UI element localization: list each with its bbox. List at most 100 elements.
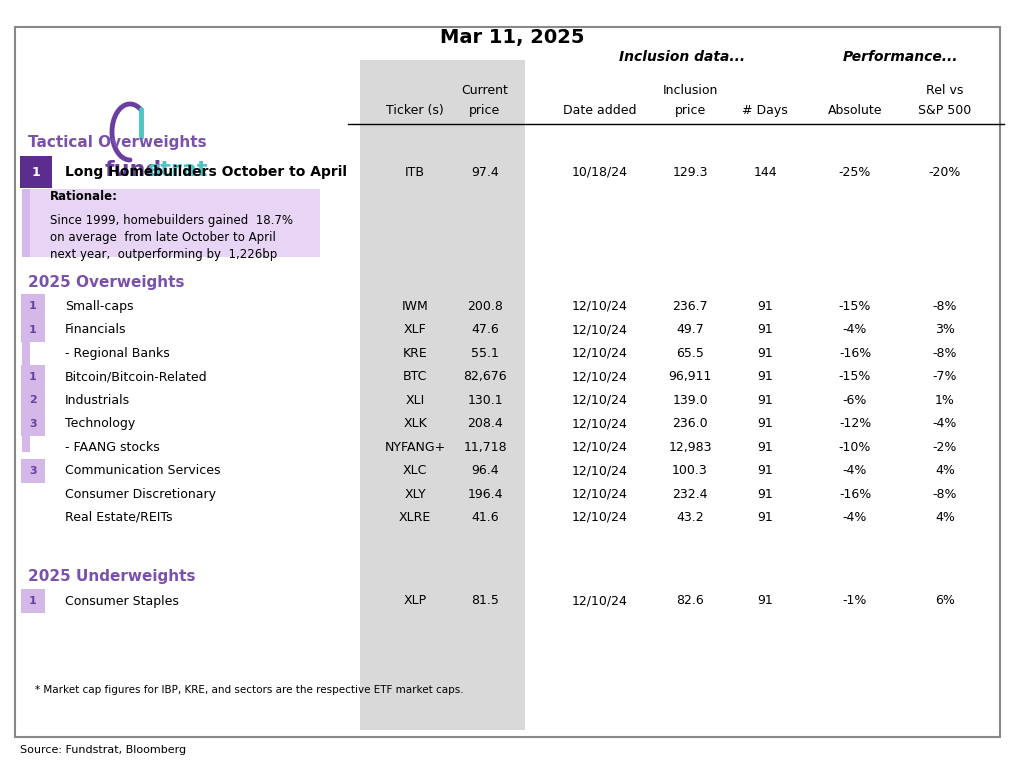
Text: 82.6: 82.6 — [676, 594, 703, 607]
Text: 12/10/24: 12/10/24 — [572, 440, 628, 453]
Text: 12/10/24: 12/10/24 — [572, 488, 628, 501]
Text: Inclusion data...: Inclusion data... — [620, 50, 745, 64]
Text: XLP: XLP — [403, 594, 427, 607]
FancyBboxPatch shape — [22, 189, 30, 257]
Text: Technology: Technology — [65, 417, 135, 430]
Text: 12,983: 12,983 — [669, 440, 712, 453]
Text: 1%: 1% — [935, 393, 955, 406]
Text: 232.4: 232.4 — [672, 488, 708, 501]
Text: 144: 144 — [754, 165, 777, 178]
Text: -4%: -4% — [933, 417, 957, 430]
Text: 1: 1 — [29, 372, 37, 382]
Text: 55.1: 55.1 — [471, 347, 499, 360]
Text: S&P 500: S&P 500 — [919, 104, 972, 117]
FancyBboxPatch shape — [20, 156, 52, 188]
Text: 2025 Overweights: 2025 Overweights — [28, 274, 184, 290]
Text: 2: 2 — [29, 395, 37, 405]
FancyBboxPatch shape — [22, 294, 45, 318]
Text: 130.1: 130.1 — [467, 393, 503, 406]
Text: 196.4: 196.4 — [467, 488, 503, 501]
Text: NYFANG+: NYFANG+ — [384, 440, 445, 453]
Text: 91: 91 — [757, 440, 773, 453]
Text: - FAANG stocks: - FAANG stocks — [65, 440, 160, 453]
Text: 41.6: 41.6 — [471, 511, 499, 524]
Text: on average  from late October to April: on average from late October to April — [50, 230, 275, 244]
FancyBboxPatch shape — [360, 60, 525, 730]
Text: * Market cap figures for IBP, KRE, and sectors are the respective ETF market cap: * Market cap figures for IBP, KRE, and s… — [35, 685, 464, 695]
Text: 236.7: 236.7 — [672, 299, 708, 312]
Text: price: price — [469, 104, 501, 117]
Text: 200.8: 200.8 — [467, 299, 503, 312]
Text: 82,676: 82,676 — [463, 370, 507, 383]
Text: 1: 1 — [32, 165, 40, 178]
Text: 6%: 6% — [935, 594, 955, 607]
Text: Since 1999, homebuilders gained  18.7%: Since 1999, homebuilders gained 18.7% — [50, 213, 293, 226]
Text: 91: 91 — [757, 323, 773, 336]
Text: -1%: -1% — [843, 594, 867, 607]
FancyBboxPatch shape — [15, 27, 1000, 737]
Text: Tactical Overweights: Tactical Overweights — [28, 135, 207, 149]
Text: XLF: XLF — [403, 323, 426, 336]
FancyBboxPatch shape — [22, 364, 45, 389]
Text: 12/10/24: 12/10/24 — [572, 464, 628, 477]
Text: KRE: KRE — [402, 347, 427, 360]
Text: ITB: ITB — [406, 165, 425, 178]
Text: -20%: -20% — [929, 165, 962, 178]
Text: 91: 91 — [757, 488, 773, 501]
Text: Performance...: Performance... — [843, 50, 957, 64]
Text: -16%: -16% — [839, 347, 871, 360]
Text: 97.4: 97.4 — [471, 165, 499, 178]
Text: Ticker (s): Ticker (s) — [386, 104, 443, 117]
FancyBboxPatch shape — [22, 297, 30, 452]
FancyBboxPatch shape — [30, 189, 319, 257]
Text: Absolute: Absolute — [827, 104, 883, 117]
Text: 91: 91 — [757, 417, 773, 430]
Text: 12/10/24: 12/10/24 — [572, 393, 628, 406]
Text: Mar 11, 2025: Mar 11, 2025 — [439, 27, 585, 46]
Text: 43.2: 43.2 — [676, 511, 703, 524]
Text: Communication Services: Communication Services — [65, 464, 220, 477]
Text: 4%: 4% — [935, 464, 955, 477]
Text: 3: 3 — [30, 418, 37, 428]
Text: XLRE: XLRE — [399, 511, 431, 524]
Text: 10/18/24: 10/18/24 — [572, 165, 628, 178]
Text: 47.6: 47.6 — [471, 323, 499, 336]
Text: Consumer Discretionary: Consumer Discretionary — [65, 488, 216, 501]
Text: 91: 91 — [757, 347, 773, 360]
Text: IWM: IWM — [401, 299, 428, 312]
Text: -2%: -2% — [933, 440, 957, 453]
Text: fund: fund — [105, 160, 162, 180]
Text: -7%: -7% — [933, 370, 957, 383]
Text: Source: Fundstrat, Bloomberg: Source: Fundstrat, Bloomberg — [20, 745, 186, 755]
Text: 236.0: 236.0 — [672, 417, 708, 430]
Text: -8%: -8% — [933, 488, 957, 501]
Text: -6%: -6% — [843, 393, 867, 406]
Text: 91: 91 — [757, 594, 773, 607]
Text: -15%: -15% — [839, 299, 871, 312]
Text: 12/10/24: 12/10/24 — [572, 370, 628, 383]
Text: -4%: -4% — [843, 323, 867, 336]
Text: 2025 Underweights: 2025 Underweights — [28, 569, 196, 584]
Text: strat: strat — [148, 160, 209, 180]
Text: 3: 3 — [30, 466, 37, 475]
Text: # Days: # Days — [742, 104, 787, 117]
Text: 129.3: 129.3 — [672, 165, 708, 178]
Text: Rationale:: Rationale: — [50, 190, 118, 203]
Text: -4%: -4% — [843, 511, 867, 524]
Text: 81.5: 81.5 — [471, 594, 499, 607]
Text: 65.5: 65.5 — [676, 347, 703, 360]
Text: 91: 91 — [757, 464, 773, 477]
Text: 96,911: 96,911 — [669, 370, 712, 383]
Text: Real Estate/REITs: Real Estate/REITs — [65, 511, 172, 524]
Text: 49.7: 49.7 — [676, 323, 703, 336]
Text: 208.4: 208.4 — [467, 417, 503, 430]
Text: XLY: XLY — [404, 488, 426, 501]
Text: 91: 91 — [757, 299, 773, 312]
Text: - Regional Banks: - Regional Banks — [65, 347, 170, 360]
FancyBboxPatch shape — [22, 459, 45, 482]
Text: Consumer Staples: Consumer Staples — [65, 594, 179, 607]
Text: 100.3: 100.3 — [672, 464, 708, 477]
Text: 12/10/24: 12/10/24 — [572, 323, 628, 336]
Text: BTC: BTC — [402, 370, 427, 383]
Text: Industrials: Industrials — [65, 393, 130, 406]
